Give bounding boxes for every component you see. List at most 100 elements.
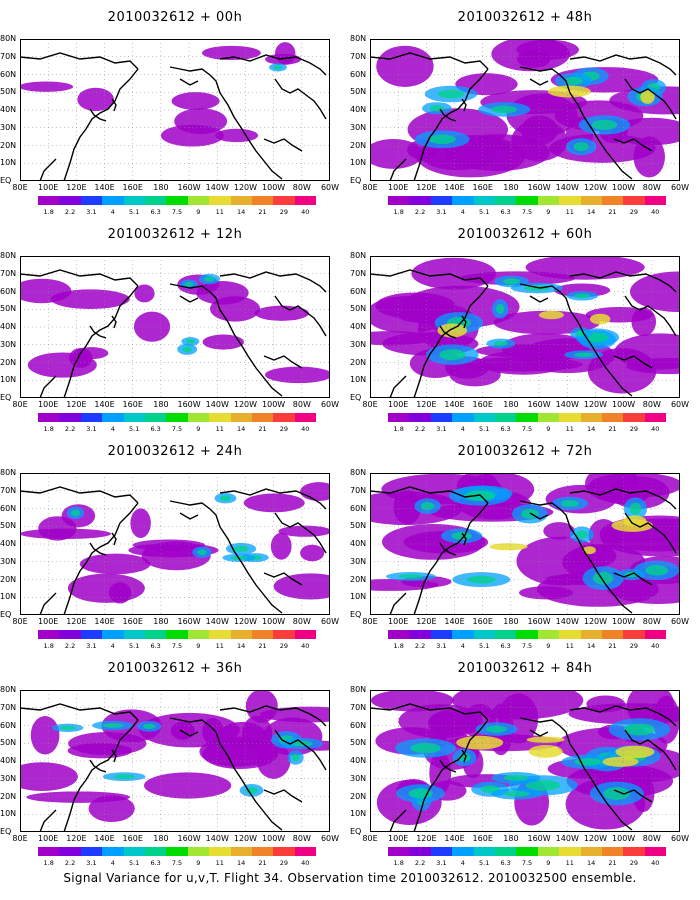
coastline: [63, 68, 139, 181]
coastline: [89, 325, 107, 339]
coastline: [111, 315, 117, 329]
colorbar-swatch: [516, 196, 538, 205]
longitude-label: 120W: [233, 834, 258, 843]
colorbar-swatch: [516, 413, 538, 422]
colorbar-swatch: [123, 196, 145, 205]
coastline: [169, 717, 283, 831]
figure-caption: Signal Variance for u,v,T. Flight 34. Ob…: [63, 871, 637, 885]
coastline: [179, 729, 199, 737]
coastline: [179, 295, 199, 303]
variance-contour: [589, 473, 680, 498]
longitude-label: 100W: [262, 617, 286, 626]
panel-title: 2010032612 + 60h: [457, 227, 593, 242]
coastline: [20, 703, 139, 721]
colorbar-swatch: [580, 630, 602, 639]
latitude-label: 60N: [350, 286, 367, 296]
latitude-label: 60N: [350, 720, 367, 730]
coastline: [274, 78, 327, 120]
variance-contour: [30, 716, 60, 755]
latitude-label: 80N: [350, 34, 367, 43]
colorbar-label: 6.3: [500, 859, 511, 867]
longitude-label: 140W: [205, 834, 229, 843]
colorbar-label: 11: [215, 859, 224, 867]
colorbar-swatch: [80, 630, 103, 639]
coastline: [569, 54, 677, 76]
longitude-label: 160W: [527, 183, 551, 192]
longitude-label: 180: [153, 183, 169, 192]
colorbar-swatch: [580, 847, 602, 856]
latitude-label: 50N: [350, 738, 367, 748]
colorbar-swatch: [209, 847, 231, 856]
colorbar-swatch: [623, 847, 645, 856]
colorbar: [388, 196, 667, 205]
longitude-label: 140W: [205, 400, 229, 409]
longitude-label: 80E: [12, 400, 28, 409]
colorbar-label: 9: [196, 859, 201, 867]
variance-contour: [439, 349, 466, 361]
variance-contour: [466, 575, 496, 584]
colorbar-label: 2.2: [64, 859, 76, 867]
variance-map: [20, 473, 330, 615]
latitude-label: 50N: [350, 87, 367, 97]
colorbar-swatch: [80, 847, 103, 856]
variance-contour: [640, 90, 655, 104]
variance-contour: [300, 544, 325, 562]
colorbar-swatch: [294, 630, 317, 639]
variance-contour: [574, 758, 602, 766]
latitude-label: 50N: [0, 521, 17, 531]
coastline: [263, 138, 303, 152]
longitude-label: 60W: [670, 400, 690, 409]
latitude-label: EQ: [350, 176, 362, 185]
coastline: [274, 512, 327, 554]
longitude-label: 80W: [292, 834, 311, 843]
colorbar-label: 11: [565, 208, 574, 216]
colorbar-label: 9: [196, 208, 201, 216]
colorbar-swatch: [273, 847, 295, 856]
panel-title: 2010032612 + 84h: [457, 661, 593, 676]
latitude-label: 30N: [0, 122, 17, 132]
panel-title: 2010032612 + 36h: [107, 661, 243, 676]
colorbar-label: 40: [301, 859, 310, 867]
variance-contour: [71, 509, 80, 517]
colorbar-label: 14: [587, 208, 596, 216]
latitude-label: EQ: [0, 176, 12, 185]
variance-contour: [502, 278, 521, 285]
longitude-label: 140W: [555, 183, 579, 192]
longitude-label: 80W: [642, 617, 661, 626]
longitude-label: 100E: [38, 834, 59, 843]
variance-contour: [428, 711, 464, 735]
panel-title: 2010032612 + 24h: [107, 444, 243, 459]
variance-contour: [376, 45, 434, 87]
latitude-label: 40N: [350, 105, 367, 114]
longitude-label: 140E: [94, 400, 115, 409]
latitude-label: 60N: [350, 69, 367, 79]
colorbar-label: 1.8: [393, 208, 404, 216]
map-frame: [20, 473, 330, 615]
coastline: [529, 295, 549, 303]
colorbar-label: 7.5: [521, 425, 533, 433]
coastline: [519, 283, 633, 397]
coastline: [219, 705, 327, 727]
longitude-label: 80E: [362, 183, 378, 192]
colorbar-label: 7.5: [521, 642, 533, 650]
colorbar-swatch: [452, 630, 474, 639]
longitude-label: 140W: [555, 834, 579, 843]
colorbar-label: 3.1: [436, 425, 447, 433]
coastline: [461, 315, 467, 329]
latitude-label: 70N: [0, 485, 17, 495]
colorbar-swatch: [473, 847, 495, 856]
variance-contour: [182, 346, 193, 353]
colorbar-swatch: [80, 413, 103, 422]
colorbar-label: 21: [608, 208, 617, 216]
coastline: [519, 717, 633, 831]
colorbar-label: 6.3: [500, 208, 511, 216]
colorbar-swatch: [644, 847, 667, 856]
longitude-label: 160E: [472, 400, 493, 409]
map-frame: [20, 690, 330, 832]
forecast-panel: 2010032612 + 60h 80N 70N 60N 50N 40N 30N 20N 10N…: [350, 217, 700, 439]
longitude-label: 160E: [472, 834, 493, 843]
colorbar-label: 11: [215, 208, 224, 216]
colorbar-label: 40: [651, 642, 660, 650]
longitude-label: 80E: [12, 183, 28, 192]
colorbar-label: 21: [258, 208, 267, 216]
